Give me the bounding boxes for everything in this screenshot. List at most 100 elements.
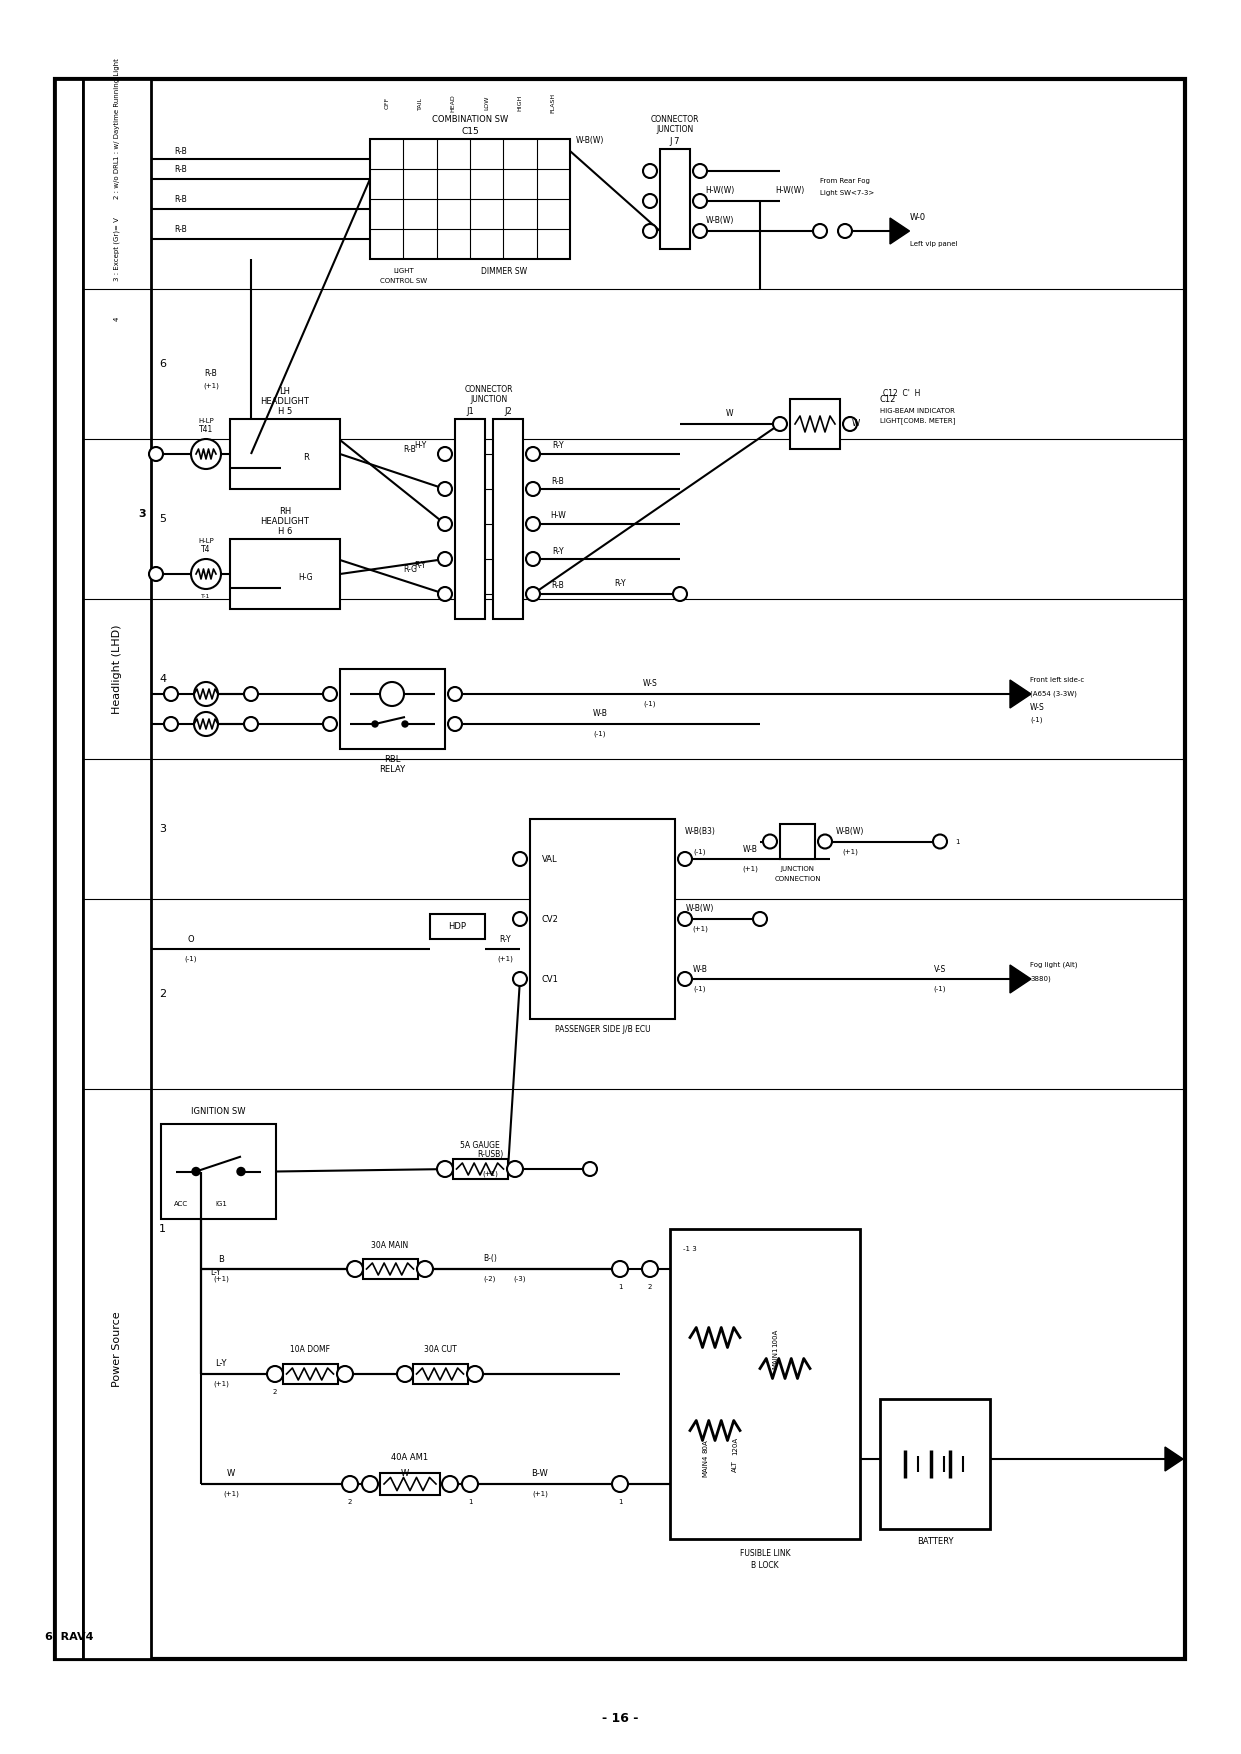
Circle shape — [237, 1168, 244, 1175]
Text: W: W — [853, 419, 860, 428]
Text: W-B: W-B — [692, 965, 707, 973]
Circle shape — [678, 912, 692, 926]
Text: 100A: 100A — [772, 1328, 778, 1347]
Text: T41: T41 — [199, 426, 213, 435]
Text: RBL: RBL — [385, 754, 401, 763]
Text: HIG-BEAM INDICATOR: HIG-BEAM INDICATOR — [880, 409, 954, 414]
Circle shape — [753, 912, 767, 926]
Text: ACC: ACC — [174, 1201, 189, 1207]
Bar — [530, 819, 675, 1019]
Text: Light SW<7-3>: Light SW<7-3> — [820, 189, 874, 196]
Circle shape — [164, 717, 177, 731]
Text: LH: LH — [279, 386, 290, 395]
Text: (A654 (3-3W): (A654 (3-3W) — [1030, 691, 1077, 698]
Text: (+1): (+1) — [482, 1170, 498, 1177]
Text: 4: 4 — [114, 317, 120, 321]
Text: R-Y: R-Y — [414, 561, 426, 570]
Text: -1 3: -1 3 — [683, 1245, 697, 1252]
Text: H-Y: H-Y — [414, 440, 426, 449]
Circle shape — [438, 588, 452, 602]
Circle shape — [417, 1261, 433, 1277]
Circle shape — [438, 447, 452, 461]
Text: (+1): (+1) — [498, 956, 513, 963]
Text: CV1: CV1 — [541, 975, 558, 984]
Text: 3880): 3880) — [1030, 975, 1051, 982]
Text: W-B(W): W-B(W) — [706, 216, 735, 226]
Polygon shape — [1165, 1447, 1183, 1472]
Circle shape — [343, 1477, 357, 1493]
Text: - 16 -: - 16 - — [602, 1712, 638, 1726]
Text: Left vip panel: Left vip panel — [910, 240, 958, 247]
Circle shape — [323, 717, 338, 731]
Polygon shape — [1010, 965, 1031, 993]
Circle shape — [462, 1477, 478, 1493]
Circle shape — [438, 517, 452, 531]
Text: (+1): (+1) — [213, 1380, 228, 1387]
Text: 3: 3 — [159, 824, 166, 833]
Text: L-Y: L-Y — [211, 1268, 221, 1277]
Text: HIGH: HIGH — [517, 95, 522, 111]
Circle shape — [773, 417, 787, 431]
Bar — [340, 668, 446, 749]
Text: 120A: 120A — [732, 1437, 738, 1456]
Circle shape — [612, 1261, 628, 1277]
Text: T-1: T-1 — [201, 593, 211, 598]
Text: 3: 3 — [139, 509, 146, 519]
Text: B-W: B-W — [531, 1470, 549, 1479]
Text: 1: 1 — [159, 1224, 166, 1235]
Text: H-W: H-W — [550, 512, 566, 521]
Bar — [791, 398, 840, 449]
Bar — [670, 1230, 860, 1538]
Text: W: W — [726, 409, 733, 419]
Text: (-2): (-2) — [484, 1275, 496, 1282]
Text: CONTROL SW: CONTROL SW — [381, 277, 428, 284]
Text: R-G: R-G — [403, 565, 417, 574]
Text: J 7: J 7 — [670, 137, 680, 146]
Text: W-B(W): W-B(W) — [576, 137, 604, 146]
Circle shape — [372, 721, 379, 726]
Circle shape — [192, 1168, 200, 1175]
Text: BATTERY: BATTERY — [917, 1537, 953, 1545]
Text: 30A MAIN: 30A MAIN — [371, 1240, 408, 1249]
Circle shape — [442, 1477, 458, 1493]
Circle shape — [838, 225, 853, 239]
Text: W: W — [401, 1470, 410, 1479]
Text: (-1): (-1) — [694, 986, 706, 993]
Text: J2: J2 — [504, 407, 511, 416]
Text: H-LP: H-LP — [199, 417, 213, 424]
Circle shape — [843, 417, 858, 431]
Text: 30A CUT: 30A CUT — [423, 1345, 457, 1354]
Circle shape — [244, 717, 258, 731]
Text: C15: C15 — [462, 126, 479, 135]
Polygon shape — [1010, 681, 1031, 709]
Text: (-1): (-1) — [1030, 717, 1042, 723]
Text: B: B — [218, 1254, 223, 1263]
Text: H-LP: H-LP — [199, 538, 213, 544]
Text: IGNITION SW: IGNITION SW — [191, 1107, 246, 1117]
Text: (+1): (+1) — [213, 1275, 228, 1282]
Text: R-B: R-B — [175, 165, 187, 174]
Text: W-B: W-B — [592, 710, 607, 719]
Text: R-USB): R-USB) — [477, 1149, 503, 1158]
Text: R-B: R-B — [175, 225, 187, 233]
Text: FUSIBLE LINK: FUSIBLE LINK — [740, 1549, 791, 1559]
Text: 5: 5 — [159, 514, 166, 524]
Bar — [380, 1473, 441, 1494]
Circle shape — [194, 682, 218, 707]
Text: CV2: CV2 — [541, 914, 558, 924]
Circle shape — [933, 835, 947, 849]
Text: Power Source: Power Source — [112, 1312, 122, 1387]
Text: MAIN4: MAIN4 — [702, 1454, 709, 1477]
Text: W: W — [227, 1470, 235, 1479]
Circle shape — [513, 912, 527, 926]
Text: J1: J1 — [467, 407, 474, 416]
Text: B LOCK: B LOCK — [751, 1561, 779, 1570]
Circle shape — [526, 517, 540, 531]
Circle shape — [763, 835, 777, 849]
Circle shape — [583, 1161, 597, 1175]
Circle shape — [164, 688, 177, 702]
Bar — [429, 914, 485, 938]
Text: R-Y: R-Y — [499, 935, 511, 944]
Circle shape — [438, 482, 452, 496]
Circle shape — [347, 1261, 364, 1277]
